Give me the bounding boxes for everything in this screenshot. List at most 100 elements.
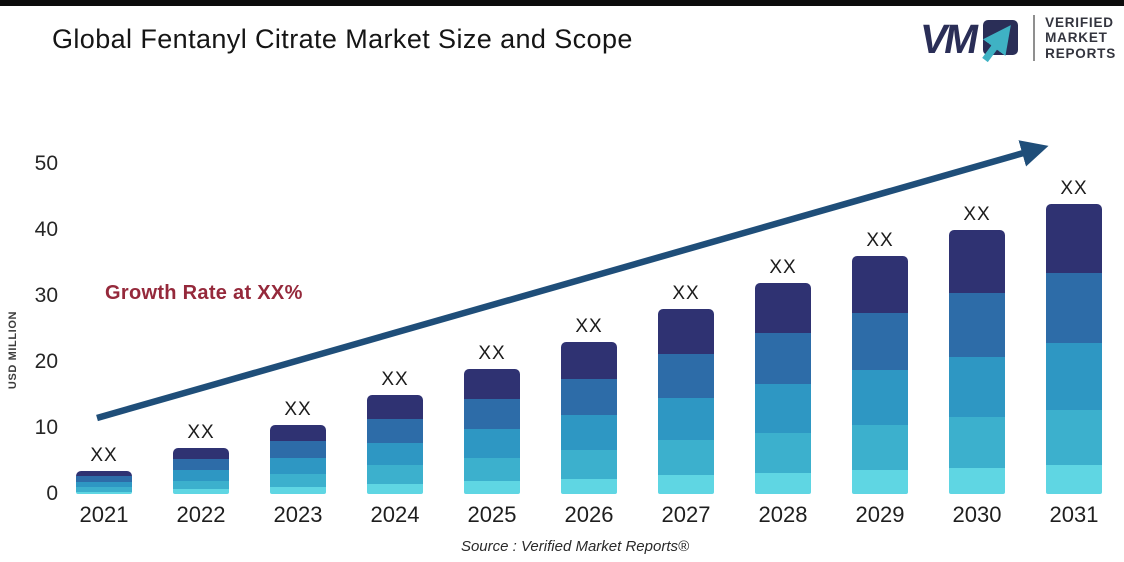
vmr-logo-mark: VM xyxy=(917,16,1019,63)
vmr-logo: VM VERIFIED MARKET REPORTS xyxy=(915,13,1116,63)
bar-value-label-2028: XX xyxy=(769,256,797,278)
bar-segment xyxy=(464,428,520,458)
bar-segment xyxy=(270,441,326,458)
stacked-bar-2026 xyxy=(561,342,617,494)
bar-segment xyxy=(658,475,714,494)
bar-segment xyxy=(658,397,714,441)
bar-segment xyxy=(755,384,811,433)
bar-segment xyxy=(755,282,811,334)
bar-segment xyxy=(173,489,229,494)
bar-value-label-2022: XX xyxy=(187,421,215,443)
bar-segment xyxy=(852,425,908,471)
x-axis-label-2026: 2026 xyxy=(564,502,614,527)
bar-value-label-2027: XX xyxy=(672,283,700,305)
stacked-bar-2029 xyxy=(852,256,908,494)
y-tick-label: 40 xyxy=(34,218,58,241)
bar-segment xyxy=(561,478,617,494)
bar-segment xyxy=(949,417,1005,468)
x-axis-label-2029: 2029 xyxy=(855,502,905,527)
x-axis-label-2028: 2028 xyxy=(758,502,808,527)
bar-segment xyxy=(755,472,811,494)
bar-segment xyxy=(1046,409,1102,465)
y-tick-label: 20 xyxy=(34,350,58,373)
bar-segment xyxy=(1046,203,1102,274)
bar-segment xyxy=(1046,464,1102,494)
bar-segment xyxy=(367,484,423,494)
page-title: Global Fentanyl Citrate Market Size and … xyxy=(52,24,633,54)
bar-segment xyxy=(755,333,811,385)
x-axis-label-2027: 2027 xyxy=(661,502,711,527)
bar-segment xyxy=(464,481,520,494)
bar-segment xyxy=(173,480,229,490)
bar-segment xyxy=(367,418,423,443)
bar-value-label-2030: XX xyxy=(963,204,991,225)
bar-value-label-2023: XX xyxy=(284,398,312,420)
bar-segment xyxy=(949,467,1005,494)
stacked-bar-2021 xyxy=(76,470,132,494)
logo-word-verified: VERIFIED xyxy=(1045,14,1114,30)
logo-arrow-icon xyxy=(982,25,1011,63)
bar-segment xyxy=(76,487,132,492)
bar-segment xyxy=(76,470,132,477)
bar-segment xyxy=(561,449,617,479)
growth-rate-annotation: Growth Rate at XX% xyxy=(105,282,303,304)
bar-segment xyxy=(755,432,811,473)
bar-segment xyxy=(270,424,326,442)
bar-segment xyxy=(561,378,617,416)
y-tick-label: 0 xyxy=(46,482,58,505)
stacked-bar-2031 xyxy=(1046,203,1102,494)
bar-segment xyxy=(658,309,714,354)
bar-segment xyxy=(561,415,617,450)
bar-segment xyxy=(270,487,326,494)
stacked-bar-2022 xyxy=(173,447,229,494)
y-tick-label: 10 xyxy=(34,416,58,439)
bar-value-label-2021: XX xyxy=(90,444,118,466)
bar-segment xyxy=(561,342,617,379)
x-axis-label-2023: 2023 xyxy=(273,502,323,527)
stacked-bar-2030 xyxy=(949,230,1005,494)
bar-segment xyxy=(852,256,908,314)
stacked-bar-2024 xyxy=(367,395,423,494)
bar-value-label-2026: XX xyxy=(575,316,603,338)
x-axis-label-2022: 2022 xyxy=(176,502,226,527)
bar-segment xyxy=(76,491,132,494)
bar-segment xyxy=(464,398,520,429)
bar-segment xyxy=(173,469,229,481)
bar-value-label-2024: XX xyxy=(381,369,409,390)
bar-segment xyxy=(464,368,520,399)
bar-segment xyxy=(464,457,520,482)
x-axis-label-2021: 2021 xyxy=(79,502,129,527)
bar-segment xyxy=(270,473,326,488)
stacked-bar-2027 xyxy=(658,309,714,494)
bar-segment xyxy=(852,370,908,426)
bar-segment xyxy=(367,395,423,419)
logo-vm-letters: VM xyxy=(917,16,981,62)
top-border-bar xyxy=(0,0,1124,6)
logo-wordmark: VERIFIED MARKET REPORTS xyxy=(1033,14,1116,62)
bar-segment xyxy=(1046,273,1102,343)
x-axis-label-2024: 2024 xyxy=(370,502,420,527)
bar-segment xyxy=(658,440,714,476)
logo-word-reports: REPORTS xyxy=(1045,45,1116,61)
bar-segment xyxy=(173,458,229,470)
logo-word-market: MARKET xyxy=(1045,30,1108,46)
bar-segment xyxy=(852,470,908,494)
bar-value-label-2029: XX xyxy=(866,230,894,252)
stacked-bar-2025 xyxy=(464,368,520,494)
x-axis-label-2031: 2031 xyxy=(1049,502,1099,527)
x-axis-label-2030: 2030 xyxy=(952,502,1002,527)
bar-segment xyxy=(949,230,1005,294)
bar-segment xyxy=(949,293,1005,357)
y-tick-label: 50 xyxy=(34,152,58,175)
x-axis-label-2025: 2025 xyxy=(467,502,517,527)
stacked-bar-2023 xyxy=(270,424,326,494)
bar-segment xyxy=(270,457,326,474)
stacked-bar-2028 xyxy=(755,282,811,494)
bar-segment xyxy=(658,353,714,398)
source-caption: Source : Verified Market Reports® xyxy=(460,538,690,555)
bar-value-label-2025: XX xyxy=(478,342,506,364)
bar-segment xyxy=(852,313,908,371)
bar-value-label-2031: XX xyxy=(1060,177,1088,199)
